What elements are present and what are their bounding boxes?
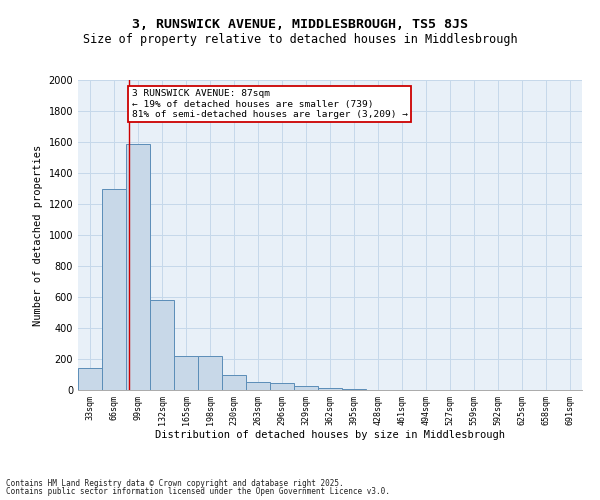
Bar [78, 368, 102, 390]
Bar [270, 383, 294, 390]
Text: 3, RUNSWICK AVENUE, MIDDLESBROUGH, TS5 8JS: 3, RUNSWICK AVENUE, MIDDLESBROUGH, TS5 8… [132, 18, 468, 30]
Text: Size of property relative to detached houses in Middlesbrough: Size of property relative to detached ho… [83, 32, 517, 46]
Bar [342, 389, 366, 390]
Bar [102, 188, 126, 390]
Bar [222, 374, 246, 390]
Text: 3 RUNSWICK AVENUE: 87sqm
← 19% of detached houses are smaller (739)
81% of semi-: 3 RUNSWICK AVENUE: 87sqm ← 19% of detach… [132, 90, 408, 119]
Bar [126, 144, 150, 390]
Text: Contains public sector information licensed under the Open Government Licence v3: Contains public sector information licen… [6, 487, 390, 496]
Bar [150, 300, 174, 390]
X-axis label: Distribution of detached houses by size in Middlesbrough: Distribution of detached houses by size … [155, 430, 505, 440]
Bar [174, 356, 198, 390]
Text: Contains HM Land Registry data © Crown copyright and database right 2025.: Contains HM Land Registry data © Crown c… [6, 478, 344, 488]
Bar [318, 388, 342, 390]
Y-axis label: Number of detached properties: Number of detached properties [33, 144, 43, 326]
Bar [198, 356, 222, 390]
Bar [246, 382, 270, 390]
Bar [294, 386, 318, 390]
